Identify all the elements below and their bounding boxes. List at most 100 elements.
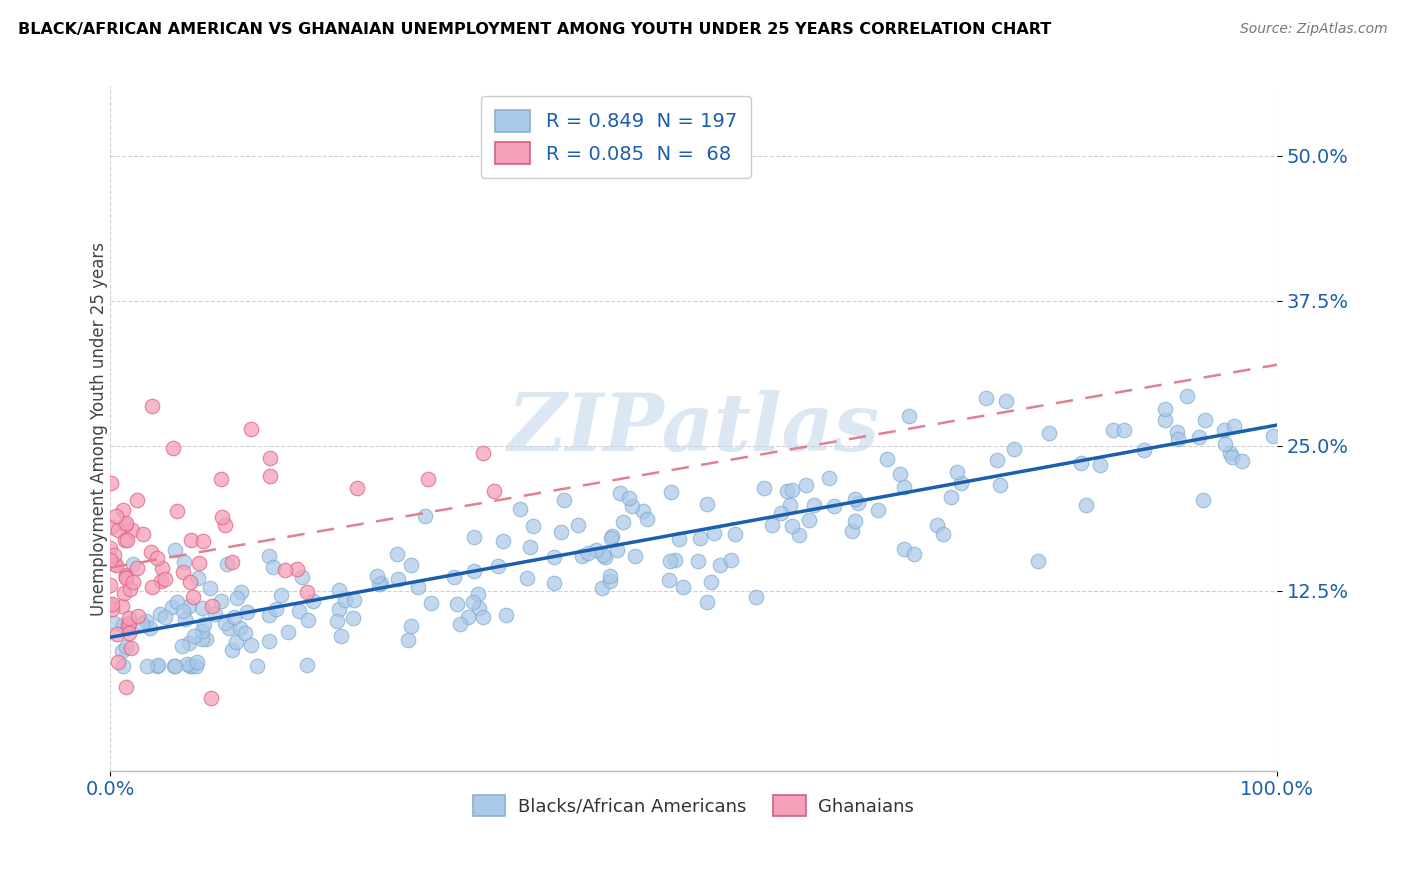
- Legend: Blacks/African Americans, Ghanaians: Blacks/African Americans, Ghanaians: [465, 788, 921, 823]
- Point: [100, 597, 122, 611]
- Point: [214, 616, 236, 631]
- Point: [302, 593, 325, 607]
- Point: [1132, 442, 1154, 457]
- Point: [1112, 424, 1135, 438]
- Point: [184, 659, 207, 673]
- Text: ZIPatlas: ZIPatlas: [508, 390, 880, 467]
- Point: [257, 549, 280, 563]
- Point: [191, 534, 214, 549]
- Point: [522, 518, 544, 533]
- Point: [986, 452, 1008, 467]
- Point: [893, 541, 915, 556]
- Point: [468, 601, 491, 615]
- Point: [688, 554, 710, 568]
- Point: [101, 602, 124, 616]
- Point: [1070, 456, 1092, 470]
- Point: [672, 580, 695, 594]
- Point: [415, 509, 437, 524]
- Point: [172, 604, 194, 618]
- Point: [153, 573, 176, 587]
- Point: [668, 533, 690, 547]
- Point: [329, 629, 352, 643]
- Point: [103, 557, 125, 571]
- Point: [658, 574, 681, 588]
- Point: [103, 615, 125, 630]
- Point: [419, 596, 441, 610]
- Point: [567, 518, 589, 533]
- Point: [200, 691, 222, 706]
- Point: [122, 557, 145, 571]
- Point: [609, 486, 631, 500]
- Point: [221, 643, 243, 657]
- Point: [1191, 493, 1213, 508]
- Point: [259, 450, 281, 465]
- Point: [257, 634, 280, 648]
- Point: [927, 518, 949, 533]
- Point: [224, 610, 246, 624]
- Point: [328, 601, 350, 615]
- Point: [443, 570, 465, 584]
- Point: [273, 563, 295, 577]
- Point: [471, 446, 494, 460]
- Point: [893, 479, 915, 493]
- Point: [803, 499, 825, 513]
- Point: [200, 581, 222, 595]
- Point: [779, 499, 801, 513]
- Point: [127, 560, 149, 574]
- Point: [111, 503, 134, 517]
- Point: [107, 523, 129, 537]
- Point: [235, 605, 257, 619]
- Point: [1153, 413, 1175, 427]
- Point: [136, 659, 159, 673]
- Point: [509, 501, 531, 516]
- Point: [239, 638, 262, 652]
- Point: [285, 561, 308, 575]
- Point: [1223, 418, 1246, 433]
- Point: [600, 529, 623, 543]
- Point: [149, 574, 172, 589]
- Point: [1194, 412, 1216, 426]
- Point: [98, 553, 121, 567]
- Point: [1038, 425, 1060, 440]
- Point: [246, 659, 269, 673]
- Point: [114, 518, 136, 533]
- Point: [1153, 401, 1175, 416]
- Point: [844, 491, 866, 506]
- Point: [141, 580, 163, 594]
- Point: [724, 527, 747, 541]
- Point: [780, 483, 803, 498]
- Point: [225, 591, 247, 606]
- Point: [333, 593, 356, 607]
- Point: [218, 621, 240, 635]
- Point: [1166, 425, 1188, 440]
- Point: [664, 553, 686, 567]
- Point: [288, 604, 311, 618]
- Point: [104, 509, 127, 524]
- Point: [484, 484, 506, 499]
- Point: [620, 499, 643, 513]
- Point: [599, 532, 621, 546]
- Point: [689, 531, 711, 545]
- Point: [146, 551, 169, 566]
- Point: [416, 471, 439, 485]
- Point: [187, 556, 209, 570]
- Point: [789, 528, 811, 542]
- Point: [769, 506, 792, 520]
- Point: [110, 644, 132, 658]
- Point: [153, 610, 176, 624]
- Point: [257, 608, 280, 623]
- Point: [846, 496, 869, 510]
- Text: BLACK/AFRICAN AMERICAN VS GHANAIAN UNEMPLOYMENT AMONG YOUTH UNDER 25 YEARS CORRE: BLACK/AFRICAN AMERICAN VS GHANAIAN UNEMP…: [18, 22, 1052, 37]
- Point: [225, 634, 247, 648]
- Point: [1220, 450, 1243, 464]
- Point: [217, 557, 239, 571]
- Point: [193, 617, 215, 632]
- Point: [115, 533, 138, 547]
- Point: [495, 608, 517, 623]
- Point: [950, 475, 973, 490]
- Point: [631, 504, 654, 518]
- Point: [259, 468, 281, 483]
- Point: [1261, 429, 1284, 443]
- Point: [131, 616, 153, 631]
- Point: [132, 527, 155, 541]
